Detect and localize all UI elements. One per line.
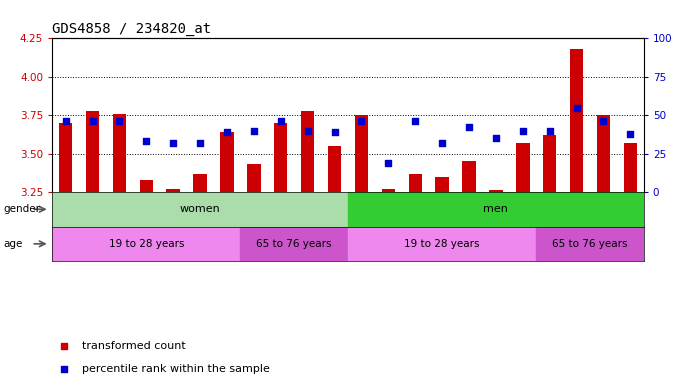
Bar: [570, 49, 583, 192]
Bar: [301, 111, 315, 192]
Point: [141, 138, 152, 144]
Bar: [348, 227, 536, 261]
Point: [410, 118, 421, 124]
Point: [450, 40, 461, 46]
Point: [625, 131, 636, 137]
Point: [544, 127, 555, 134]
Bar: [355, 115, 368, 192]
Bar: [140, 180, 153, 192]
Point: [194, 140, 205, 146]
Point: [329, 129, 340, 135]
Point: [450, 249, 461, 255]
Bar: [462, 161, 476, 192]
Bar: [274, 123, 287, 192]
Point: [275, 118, 286, 124]
Bar: [247, 164, 260, 192]
Point: [221, 129, 232, 135]
Point: [383, 160, 394, 166]
Bar: [436, 177, 449, 192]
Point: [60, 118, 71, 124]
Point: [356, 118, 367, 124]
Bar: [543, 135, 556, 192]
Point: [464, 124, 475, 131]
Bar: [348, 192, 644, 227]
Text: 19 to 28 years: 19 to 28 years: [404, 239, 480, 249]
Point: [571, 104, 582, 111]
Point: [114, 118, 125, 124]
Text: gender: gender: [3, 204, 40, 214]
Bar: [59, 123, 72, 192]
Bar: [193, 174, 207, 192]
Point: [248, 127, 260, 134]
Bar: [220, 132, 234, 192]
Bar: [489, 190, 503, 192]
Bar: [166, 189, 180, 192]
Text: 19 to 28 years: 19 to 28 years: [109, 239, 184, 249]
Text: 65 to 76 years: 65 to 76 years: [552, 239, 628, 249]
Point: [168, 140, 179, 146]
Bar: [624, 143, 637, 192]
Point: [490, 135, 501, 141]
Point: [517, 127, 528, 134]
Bar: [516, 143, 530, 192]
Bar: [409, 174, 422, 192]
Point: [598, 118, 609, 124]
Bar: [240, 227, 348, 261]
Bar: [113, 114, 126, 192]
Text: GDS4858 / 234820_at: GDS4858 / 234820_at: [52, 22, 212, 36]
Bar: [86, 111, 100, 192]
Text: 65 to 76 years: 65 to 76 years: [256, 239, 332, 249]
Bar: [381, 189, 395, 192]
Point: [302, 127, 313, 134]
Bar: [536, 227, 644, 261]
Text: men: men: [484, 204, 508, 214]
Bar: [596, 115, 610, 192]
Point: [87, 118, 98, 124]
Bar: [328, 146, 341, 192]
Point: [436, 140, 448, 146]
Text: percentile rank within the sample: percentile rank within the sample: [82, 364, 269, 374]
Text: age: age: [3, 239, 23, 249]
Text: transformed count: transformed count: [82, 341, 186, 351]
Bar: [52, 227, 240, 261]
Bar: [52, 192, 348, 227]
Text: women: women: [180, 204, 221, 214]
